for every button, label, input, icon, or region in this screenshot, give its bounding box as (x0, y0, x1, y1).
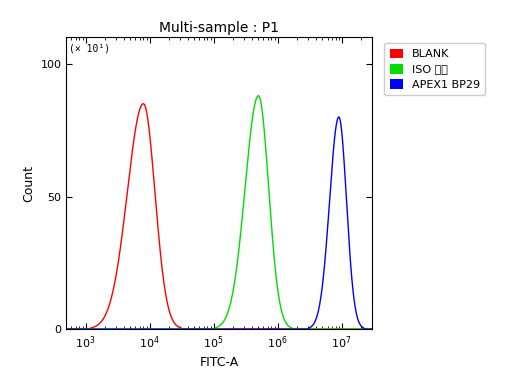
X-axis label: FITC-A: FITC-A (200, 356, 238, 369)
Line: BLANK: BLANK (66, 104, 372, 329)
BLANK (140, 101, 146, 106)
ISO 多抗 (98, 327, 104, 331)
BLANK (180, 327, 186, 331)
Y-axis label: Count: Count (22, 165, 35, 202)
ISO 多抗 (193, 327, 200, 331)
APEX1 BP29 (116, 327, 122, 331)
BLANK (98, 319, 104, 324)
ISO 多抗 (255, 94, 261, 98)
Line: ISO 多抗: ISO 多抗 (66, 96, 372, 329)
APEX1 BP29 (63, 327, 69, 331)
BLANK (116, 253, 122, 257)
BLANK (362, 327, 369, 331)
APEX1 BP29 (335, 115, 341, 119)
Title: Multi-sample : P1: Multi-sample : P1 (159, 21, 279, 35)
ISO 多抗 (330, 327, 336, 331)
ISO 多抗 (180, 327, 186, 331)
APEX1 BP29 (180, 327, 186, 331)
APEX1 BP29 (98, 327, 104, 331)
BLANK (63, 327, 69, 331)
ISO 多抗 (116, 327, 122, 331)
BLANK (330, 327, 336, 331)
BLANK (369, 327, 375, 331)
APEX1 BP29 (330, 149, 336, 154)
Text: (× 10¹): (× 10¹) (69, 43, 110, 53)
ISO 多抗 (362, 327, 369, 331)
BLANK (193, 327, 200, 331)
ISO 多抗 (63, 327, 69, 331)
APEX1 BP29 (193, 327, 200, 331)
Legend: BLANK, ISO 多抗, APEX1 BP29: BLANK, ISO 多抗, APEX1 BP29 (383, 43, 485, 95)
APEX1 BP29 (369, 327, 375, 331)
Line: APEX1 BP29: APEX1 BP29 (66, 117, 372, 329)
APEX1 BP29 (362, 327, 369, 331)
ISO 多抗 (369, 327, 375, 331)
